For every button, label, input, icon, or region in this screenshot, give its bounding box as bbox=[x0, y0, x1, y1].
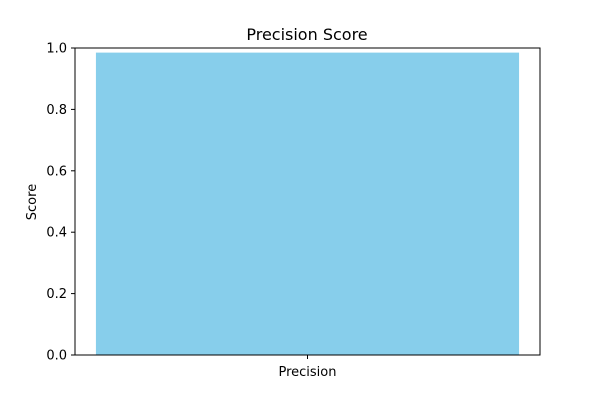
y-tick-label: 0.0 bbox=[46, 349, 67, 364]
chart-title: Precision Score bbox=[246, 25, 367, 44]
y-axis-label: Score bbox=[25, 184, 40, 220]
y-tick-label: 0.4 bbox=[46, 226, 67, 241]
y-tick-label: 0.8 bbox=[46, 103, 67, 118]
bar-precision bbox=[95, 52, 520, 356]
x-tick-label: Precision bbox=[278, 365, 336, 380]
bars-layer bbox=[95, 52, 520, 356]
y-tick-label: 0.2 bbox=[46, 287, 67, 302]
y-tick-label: 0.6 bbox=[46, 164, 67, 179]
y-axis-ticks: 0.0 0.2 0.4 0.6 0.8 1.0 bbox=[46, 42, 75, 364]
plot-frame bbox=[74, 47, 541, 356]
y-tick-label: 1.0 bbox=[46, 42, 67, 57]
x-axis-ticks: Precision bbox=[278, 355, 337, 380]
